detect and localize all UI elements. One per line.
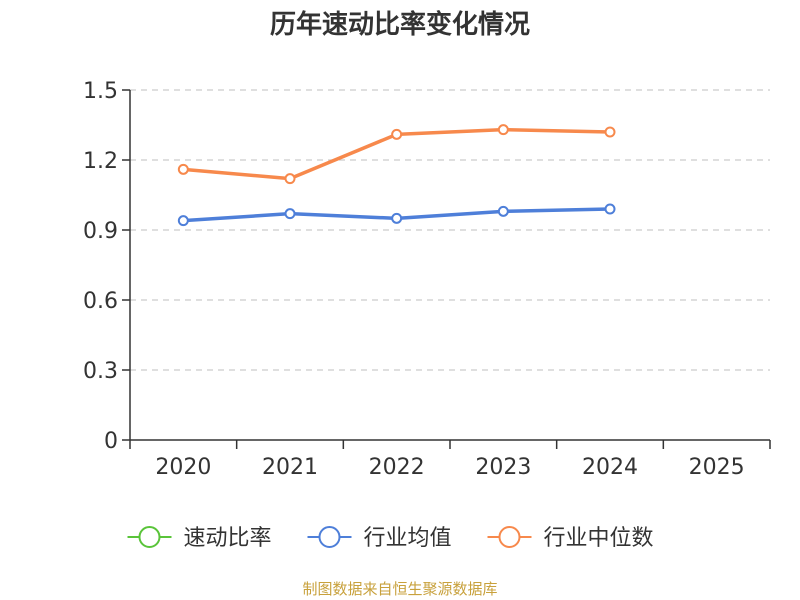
y-tick-label: 0.9 — [83, 219, 118, 244]
x-tick-label: 2023 — [475, 455, 531, 480]
grid — [130, 89, 770, 371]
y-axis-ticks: 0 0.3 0.6 0.9 1.2 1.5 — [83, 79, 130, 454]
data-point — [284, 173, 296, 185]
y-tick-label: 1.5 — [83, 79, 118, 104]
x-tick-label: 2022 — [369, 455, 425, 480]
legend-marker — [498, 526, 521, 548]
source-note: 制图数据来自恒生聚源数据库 — [302, 580, 497, 598]
axes — [129, 90, 770, 441]
data-point — [177, 215, 189, 227]
x-tick-label: 2024 — [582, 455, 638, 480]
data-point — [604, 203, 616, 215]
series-group — [177, 124, 616, 227]
data-point — [497, 124, 509, 136]
data-point — [284, 208, 296, 220]
y-tick-label: 0 — [104, 429, 118, 454]
legend-marker — [138, 526, 161, 548]
y-tick-label: 0.6 — [83, 289, 118, 314]
y-tick-label: 0.3 — [83, 359, 118, 384]
x-tick-label: 2020 — [155, 455, 211, 480]
data-point — [391, 212, 403, 224]
data-point — [604, 126, 616, 138]
data-point — [177, 163, 189, 175]
x-tick-label: 2021 — [262, 455, 318, 480]
x-tick-label: 2025 — [689, 455, 745, 480]
x-axis-ticks: 2020 2021 2022 2023 2024 2025 — [129, 440, 771, 480]
data-point — [391, 128, 403, 140]
legend-label: 行业均值 — [364, 526, 452, 551]
legend-label: 速动比率 — [184, 526, 272, 551]
y-tick-label: 1.2 — [83, 149, 118, 174]
chart-title: 历年速动比率变化情况 — [270, 9, 530, 40]
legend-marker — [318, 526, 341, 548]
legend: 速动比率 行业均值 行业中位数 — [127, 526, 654, 551]
data-point — [497, 205, 509, 217]
legend-label: 行业中位数 — [544, 526, 654, 551]
